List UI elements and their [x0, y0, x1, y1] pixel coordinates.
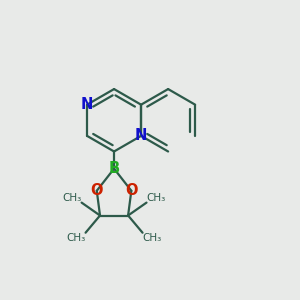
Text: O: O [91, 183, 103, 198]
Text: CH₃: CH₃ [142, 233, 162, 243]
Text: CH₃: CH₃ [66, 233, 85, 243]
Text: O: O [125, 183, 138, 198]
Text: B: B [109, 161, 120, 176]
Text: CH₃: CH₃ [62, 193, 82, 202]
Text: CH₃: CH₃ [146, 193, 166, 202]
Text: N: N [135, 128, 147, 143]
Text: N: N [81, 97, 93, 112]
